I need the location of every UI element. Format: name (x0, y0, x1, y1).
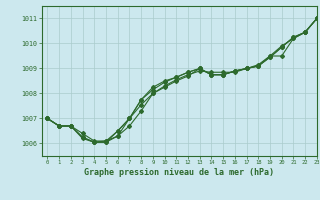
X-axis label: Graphe pression niveau de la mer (hPa): Graphe pression niveau de la mer (hPa) (84, 168, 274, 177)
